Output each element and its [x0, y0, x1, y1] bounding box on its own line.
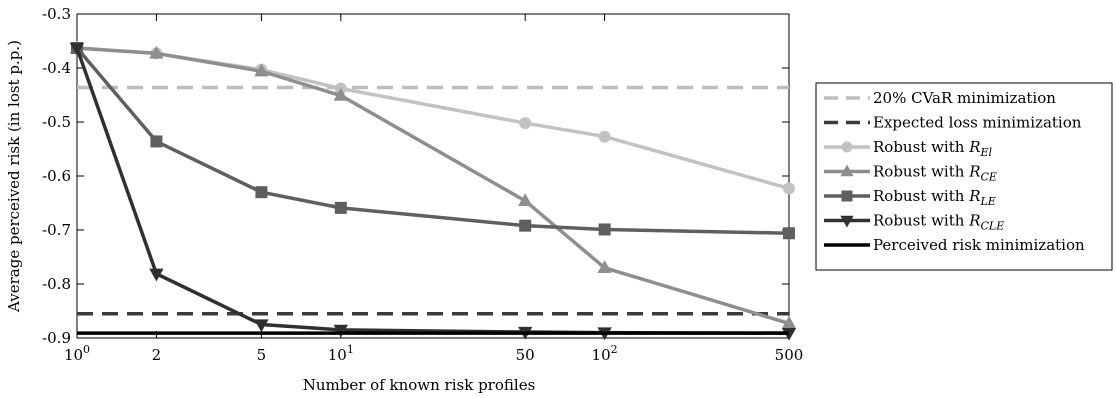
data-point-robust-with-r-cle [254, 319, 269, 333]
data-point-robust-with-r-el [519, 117, 532, 130]
data-point-robust-with-r-ce [597, 260, 612, 273]
data-point-robust-with-r-le [598, 223, 611, 236]
data-point-robust-with-r-ce [149, 45, 164, 59]
data-point-robust-with-r-le [255, 186, 268, 199]
y-tick-label: -0.8 [42, 275, 71, 293]
y-tick-label: -0.9 [42, 329, 71, 347]
legend-label-perceived-risk-minimization: Perceived risk minimization [873, 236, 1085, 254]
series-line-robust-with-r-el [76, 46, 790, 191]
data-point-robust-with-r-cle [149, 268, 164, 282]
data-point-robust-with-r-el [783, 182, 795, 195]
x-tick-label: 5 [257, 346, 267, 364]
series-line-robust-with-r-ce [76, 46, 790, 326]
data-point-robust-with-r-ce [333, 87, 348, 101]
legend-label-robust-with-r-ce: Robust with RCE [873, 163, 997, 184]
data-point-robust-with-r-ce [254, 63, 269, 77]
legend-label-expected-loss-minimization: Expected loss minimization [873, 114, 1082, 132]
legend-marker-robust-with-r-ce [840, 164, 854, 177]
y-tick-label: -0.3 [42, 5, 71, 23]
x-tick-label: 2 [152, 346, 162, 364]
data-point-robust-with-r-le [150, 135, 163, 148]
x-tick-label: 102 [592, 343, 618, 364]
legend-marker-robust-with-r-el [841, 141, 853, 153]
x-tick-label: 100 [64, 343, 90, 364]
series-robust-with-r-le [71, 42, 795, 240]
data-point-robust-with-r-cle [69, 42, 85, 56]
x-tick-label: 101 [328, 343, 354, 364]
y-tick-label: -0.4 [42, 59, 71, 77]
data-point-robust-with-r-le [783, 227, 795, 240]
series-robust-with-r-el [71, 42, 795, 195]
x-tick-label: 50 [516, 346, 535, 364]
data-point-robust-with-r-le [334, 201, 347, 214]
x-tick-label: 500 [775, 346, 804, 364]
data-point-robust-with-r-cle [333, 324, 348, 338]
data-point-robust-with-r-el [598, 130, 611, 143]
legend: 20% CVaR minimization Expected loss minim… [815, 82, 1113, 271]
legend-label-robust-with-r-cle: Robust with RCLE [873, 212, 1004, 233]
data-point-robust-with-r-le [519, 219, 532, 232]
y-tick-label: -0.5 [42, 113, 71, 131]
data-point-robust-with-r-ce [518, 193, 533, 207]
legend-box [815, 82, 1113, 271]
legend-marker-robust-with-r-le [841, 190, 853, 202]
series-line-robust-with-r-le [75, 46, 790, 235]
legend-label-robust-with-r-le: Robust with RLE [873, 187, 996, 208]
y-tick-label: -0.7 [42, 221, 71, 239]
legend-marker-robust-with-r-cle [840, 215, 854, 228]
y-tick-label: -0.6 [42, 167, 71, 185]
x-axis-title: Number of known risk profiles [303, 376, 536, 394]
legend-label-20-cvar-minimization: 20% CVaR minimization [873, 89, 1056, 107]
legend-label-robust-with-r-el: Robust with REl [873, 138, 993, 159]
y-axis-title: Average perceived risk (in lost p.p.) [5, 40, 23, 313]
